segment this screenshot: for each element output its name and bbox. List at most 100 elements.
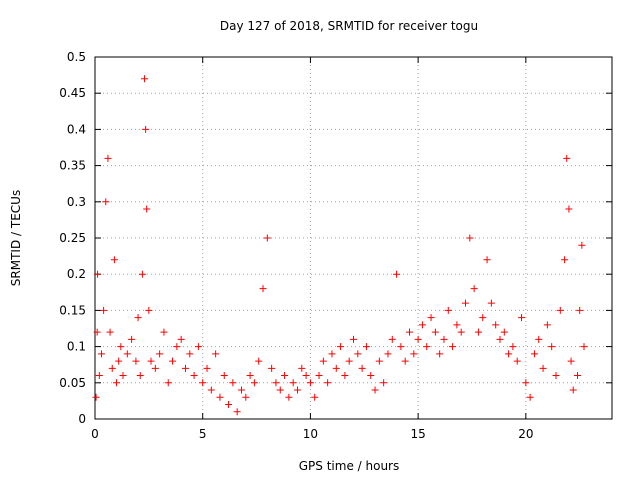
- data-point: [574, 372, 582, 380]
- data-point: [319, 357, 327, 365]
- data-point: [479, 314, 487, 322]
- data-point: [539, 364, 547, 372]
- data-point: [92, 393, 100, 401]
- data-point: [194, 343, 202, 351]
- data-point: [440, 335, 448, 343]
- data-point: [324, 379, 332, 387]
- data-point: [272, 379, 280, 387]
- data-point: [509, 343, 517, 351]
- data-point: [104, 154, 112, 162]
- data-point: [362, 343, 370, 351]
- data-point: [151, 364, 159, 372]
- data-point: [470, 285, 478, 293]
- data-point: [578, 241, 586, 249]
- data-point: [505, 350, 513, 358]
- data-point: [427, 314, 435, 322]
- data-point: [186, 350, 194, 358]
- y-tick-labels: 0 0.05 0.1 0.15 0.2 0.25 0.3 0.35 0.4 0.45 0.5: [59, 50, 86, 426]
- x-tick-label: 0: [91, 427, 99, 441]
- data-point: [576, 306, 584, 314]
- y-tick-label: 0.3: [67, 195, 86, 209]
- data-point: [259, 285, 267, 293]
- data-point: [401, 357, 409, 365]
- data-point: [457, 328, 465, 336]
- data-point: [281, 372, 289, 380]
- x-tick-label: 15: [410, 427, 425, 441]
- y-tick-label: 0.5: [67, 50, 86, 64]
- data-point: [406, 328, 414, 336]
- data-point: [132, 357, 140, 365]
- data-point: [337, 343, 345, 351]
- data-point: [393, 270, 401, 278]
- data-point: [580, 343, 588, 351]
- y-tick-label: 0.05: [59, 376, 86, 390]
- data-point: [350, 335, 357, 343]
- data-point: [147, 357, 155, 365]
- data-point: [332, 364, 340, 372]
- data-point: [216, 393, 224, 401]
- grid-lines: [95, 57, 612, 419]
- data-point: [561, 256, 569, 264]
- data-point: [341, 372, 349, 380]
- data-point: [199, 379, 207, 387]
- data-point: [518, 314, 526, 322]
- data-point: [410, 350, 418, 358]
- data-point: [535, 335, 543, 343]
- data-point: [530, 350, 538, 358]
- data-point: [414, 335, 422, 343]
- plot-frame: [94, 56, 613, 420]
- data-point: [380, 379, 388, 387]
- data-point: [255, 357, 263, 365]
- data-point: [285, 393, 293, 401]
- data-point: [548, 343, 556, 351]
- data-point: [543, 321, 551, 329]
- data-point: [423, 343, 431, 351]
- data-point: [569, 386, 577, 394]
- data-point: [164, 379, 172, 387]
- x-axis-label: GPS time / hours: [299, 459, 400, 473]
- data-point: [225, 401, 233, 409]
- data-point: [552, 372, 560, 380]
- data-point: [156, 350, 164, 358]
- data-point: [444, 306, 452, 314]
- y-tick-label: 0: [78, 412, 86, 426]
- data-point: [207, 386, 215, 394]
- data-point: [466, 234, 474, 242]
- x-tick-label: 10: [303, 427, 318, 441]
- data-point: [375, 357, 383, 365]
- data-point: [177, 335, 185, 343]
- y-tick-label: 0.2: [67, 267, 86, 281]
- data-point: [117, 343, 125, 351]
- data-point: [110, 256, 118, 264]
- data-point: [108, 364, 116, 372]
- data-point: [513, 357, 521, 365]
- y-tick-label: 0.45: [59, 86, 86, 100]
- data-point: [143, 205, 151, 213]
- data-point: [145, 306, 153, 314]
- data-point: [190, 372, 198, 380]
- y-axis-label: SRMTID / TECUs: [9, 190, 23, 286]
- y-tick-label: 0.25: [59, 231, 86, 245]
- data-point: [492, 321, 500, 329]
- y-tick-label: 0.35: [59, 159, 86, 173]
- data-point: [220, 372, 228, 380]
- data-point: [94, 270, 102, 278]
- data-point: [388, 335, 396, 343]
- data-point: [142, 125, 150, 133]
- data-point: [115, 357, 123, 365]
- data-points: [92, 75, 588, 416]
- data-point: [250, 379, 258, 387]
- data-point: [134, 314, 142, 322]
- data-point: [268, 364, 276, 372]
- data-point: [229, 379, 237, 387]
- data-point: [526, 393, 534, 401]
- data-point: [522, 379, 530, 387]
- data-point: [276, 386, 284, 394]
- data-point: [474, 328, 482, 336]
- data-point: [242, 393, 250, 401]
- data-point: [311, 393, 319, 401]
- data-point: [100, 306, 108, 314]
- data-point: [102, 198, 110, 206]
- data-point: [203, 364, 211, 372]
- axis-ticks: [94, 56, 612, 420]
